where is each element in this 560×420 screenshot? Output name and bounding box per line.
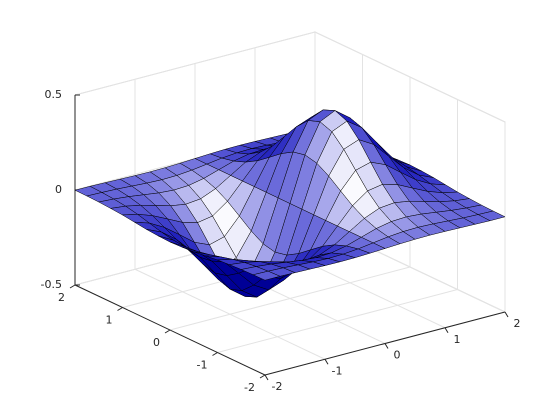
grid-line [74,31,316,96]
x-tick-label: 2 [514,317,521,330]
y-tick-label: 2 [58,291,65,304]
grid-line [217,289,458,353]
grid-line [314,31,506,123]
y-tick [117,307,123,311]
y-tick [69,284,76,289]
x-tick-label: 0 [394,349,401,362]
y-tick-label: -1 [197,359,208,372]
x-tick-label: -2 [272,380,283,393]
z-tick-label: 0 [55,183,62,196]
y-tick-label: -2 [244,381,255,394]
x-tick [264,374,269,381]
y-tick-label: 1 [106,314,113,327]
y-tick [212,352,218,356]
x-tick-label: 1 [454,333,461,346]
x-tick [504,311,509,318]
y-tick [164,329,171,334]
surface-face [252,270,281,281]
x-tick-label: -1 [332,364,343,377]
z-tick-label: 0.5 [45,88,63,101]
grid-line [169,266,411,331]
y-tick [259,374,266,379]
x-tick [384,343,389,349]
z-tick-label: -0.5 [41,278,62,291]
x-tick [324,358,329,365]
y-tick-label: 0 [153,336,160,349]
x-tick [444,327,449,334]
